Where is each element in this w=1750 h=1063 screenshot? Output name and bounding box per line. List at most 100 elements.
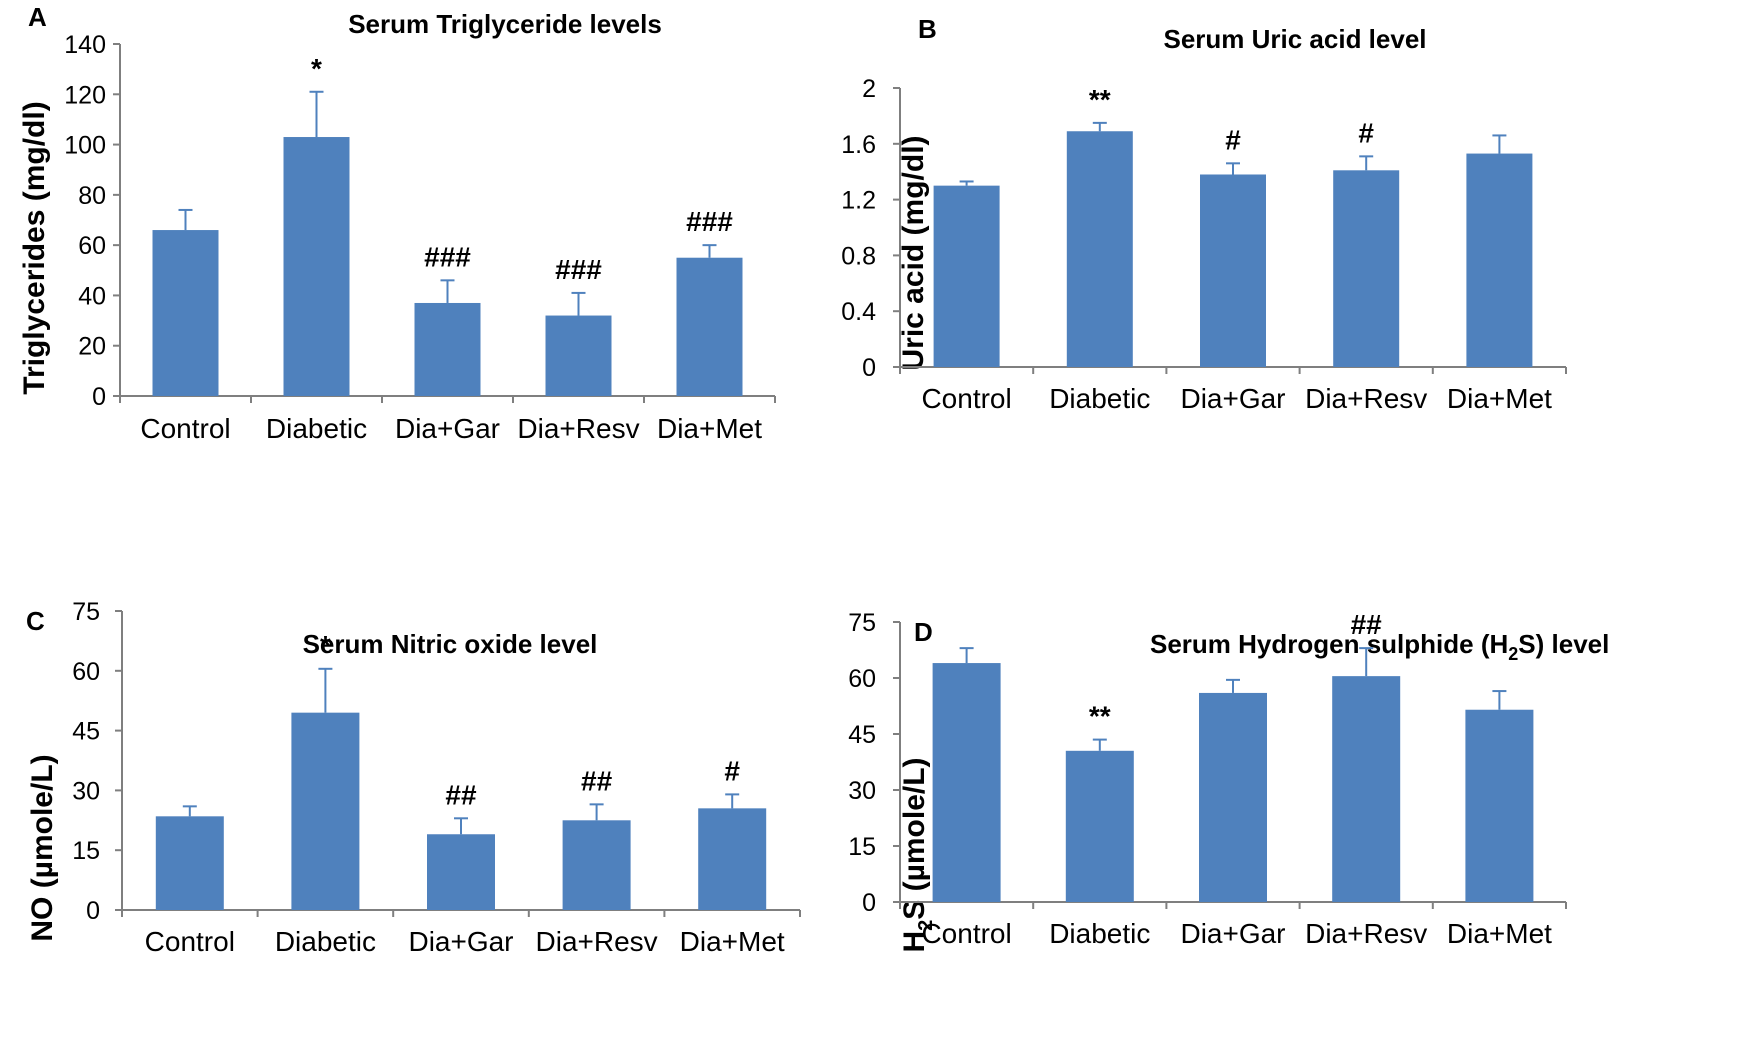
- y-tick-label: 0.4: [841, 298, 876, 326]
- bar-diabetic: [283, 137, 350, 396]
- significance-marker: ##: [445, 779, 477, 810]
- y-tick-label: 60: [72, 658, 100, 686]
- y-tick-label: 15: [72, 837, 100, 865]
- x-tick-label: Control: [921, 383, 1011, 414]
- y-tick-label: 30: [72, 777, 100, 805]
- chart-panel-c: C Serum Nitric oxide level NO (µmole/L) …: [26, 598, 801, 957]
- bar-control: [155, 816, 224, 910]
- significance-marker: #: [1225, 124, 1241, 155]
- chart-title: Serum Uric acid level: [1163, 24, 1426, 54]
- y-tick-label: 80: [78, 182, 106, 210]
- y-tick-label: 0.8: [841, 242, 876, 270]
- significance-marker: **: [1089, 84, 1111, 115]
- x-tick-label: Dia+Gar: [1180, 918, 1285, 949]
- x-tick-label: Control: [145, 926, 235, 957]
- y-tick-label: 2: [862, 75, 876, 103]
- x-tick-label: Diabetic: [266, 413, 367, 444]
- y-tick-label: 140: [64, 31, 106, 59]
- y-tick-label: 75: [848, 609, 876, 637]
- y-tick-label: 60: [78, 232, 106, 260]
- x-tick-label: Diabetic: [1049, 918, 1150, 949]
- significance-marker: ###: [424, 241, 471, 272]
- y-axis-label: H2S (µmole/L): [898, 757, 937, 952]
- bar-dia-met: [1466, 153, 1533, 367]
- y-tick-label: 45: [848, 721, 876, 749]
- plot-area: 0 0.4 0.8 1.2 1.6 2 Control ** Diabetic # Dia+Gar #…: [841, 75, 1567, 414]
- y-tick-label: 0: [86, 897, 100, 925]
- bar-dia-resv: [1332, 676, 1401, 902]
- y-tick-label: 100: [64, 132, 106, 160]
- x-tick-label: Dia+Gar: [408, 926, 513, 957]
- significance-marker: #: [1358, 117, 1374, 148]
- panel-letter: A: [28, 2, 47, 32]
- y-tick-label: 0: [92, 383, 106, 411]
- significance-marker: ###: [686, 206, 733, 237]
- x-tick-label: Control: [140, 413, 230, 444]
- bar-dia-gar: [1200, 174, 1266, 367]
- bar-control: [933, 185, 1000, 367]
- x-tick-label: Dia+Gar: [395, 413, 500, 444]
- y-tick-label: 1.2: [841, 187, 876, 215]
- x-tick-label: Dia+Met: [657, 413, 762, 444]
- bar-dia-resv: [545, 315, 612, 396]
- chart-title: Serum Triglyceride levels: [348, 9, 662, 39]
- title-text-end: S) level: [1518, 629, 1609, 659]
- y-axis-label: NO (µmole/L): [26, 754, 59, 941]
- plot-area: 0 15 30 45 60 75 Control ** Diabetic Dia+Gar ## Dia…: [848, 609, 1567, 949]
- x-tick-label: Dia+Resv: [517, 413, 639, 444]
- significance-marker: **: [1089, 701, 1111, 732]
- x-tick-label: Dia+Resv: [1305, 383, 1427, 414]
- plot-area: 0 15 30 45 60 75 Control * Diabetic ## Dia+Gar ## Di…: [72, 598, 801, 957]
- chart-panel-a: A Serum Triglyceride levels Triglyceride…: [18, 2, 776, 444]
- ylabel-text-end: S (µmole/L): [898, 757, 931, 919]
- significance-marker: *: [320, 630, 331, 661]
- chart-panel-b: B Serum Uric acid level Uric acid (mg/dl…: [841, 14, 1567, 414]
- title-text: Serum Hydrogen sulphide (H: [1150, 629, 1508, 659]
- x-tick-label: Dia+Met: [680, 926, 785, 957]
- bar-control: [932, 663, 1001, 902]
- y-tick-label: 45: [72, 718, 100, 746]
- title-subscript: 2: [1508, 644, 1518, 664]
- bar-diabetic: [291, 712, 360, 910]
- x-tick-label: Dia+Gar: [1180, 383, 1285, 414]
- y-axis-label: Triglycerides (mg/dl): [18, 101, 51, 394]
- x-tick-label: Dia+Met: [1447, 918, 1552, 949]
- ylabel-text: H: [898, 931, 931, 953]
- x-tick-label: Dia+Resv: [536, 926, 658, 957]
- significance-marker: ##: [581, 765, 613, 796]
- y-tick-label: 20: [78, 333, 106, 361]
- y-tick-label: 1.6: [841, 131, 876, 159]
- significance-marker: ###: [555, 254, 602, 285]
- y-tick-label: 120: [64, 81, 106, 109]
- x-tick-label: Diabetic: [275, 926, 376, 957]
- y-axis-label: Uric acid (mg/dl): [897, 135, 930, 370]
- bar-dia-gar: [427, 834, 495, 910]
- significance-marker: ##: [1351, 609, 1383, 640]
- bar-dia-resv: [562, 820, 631, 910]
- x-tick-label: Diabetic: [1049, 383, 1150, 414]
- chart-panel-d: D Serum Hydrogen sulphide (H2S) level H2…: [848, 609, 1609, 953]
- panel-letter: D: [914, 617, 933, 647]
- y-tick-label: 75: [72, 598, 100, 626]
- significance-marker: *: [311, 53, 322, 84]
- x-tick-label: Dia+Met: [1447, 383, 1552, 414]
- significance-marker: #: [724, 755, 740, 786]
- x-tick-label: Dia+Resv: [1305, 918, 1427, 949]
- panel-letter: B: [918, 14, 937, 44]
- bar-dia-met: [676, 257, 743, 396]
- x-tick-label: Control: [921, 918, 1011, 949]
- chart-title: Serum Hydrogen sulphide (H2S) level: [1150, 629, 1609, 664]
- plot-area: 0 20 40 60 80 100 120 140 Control * Diabetic ### Dia…: [64, 31, 776, 444]
- bar-control: [152, 230, 219, 396]
- bar-dia-gar: [414, 302, 481, 396]
- bar-diabetic: [1065, 750, 1134, 902]
- y-tick-label: 40: [78, 282, 106, 310]
- bar-dia-met: [698, 808, 767, 910]
- y-tick-label: 0: [862, 354, 876, 382]
- panel-letter: C: [26, 606, 45, 636]
- y-tick-label: 30: [848, 777, 876, 805]
- y-tick-label: 0: [862, 889, 876, 917]
- bar-dia-resv: [1333, 170, 1400, 367]
- ylabel-subscript: 2: [915, 920, 937, 931]
